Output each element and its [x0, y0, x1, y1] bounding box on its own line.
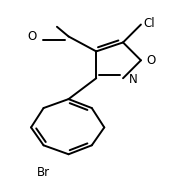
Text: Cl: Cl — [144, 17, 155, 29]
Text: Br: Br — [37, 166, 50, 179]
Text: N: N — [128, 73, 137, 86]
Text: O: O — [146, 54, 156, 67]
Text: O: O — [27, 30, 36, 43]
